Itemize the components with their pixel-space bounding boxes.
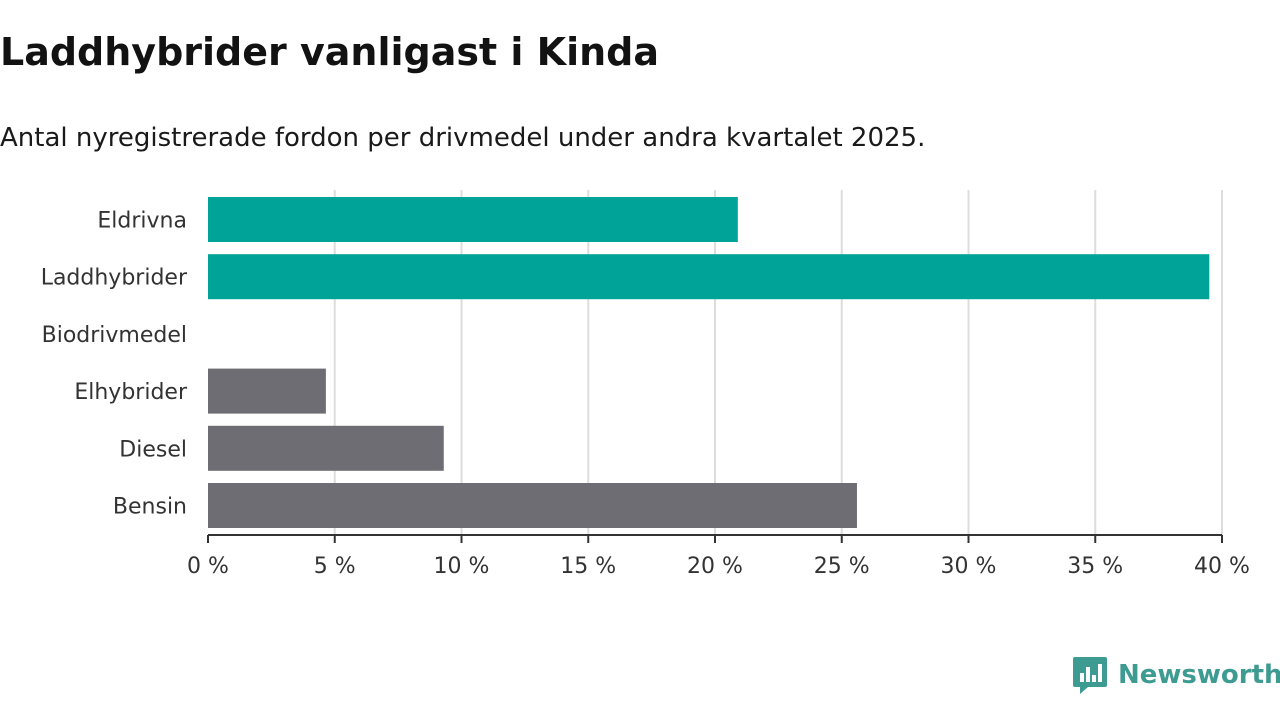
category-label: Bensin xyxy=(113,495,187,520)
bar-eldrivna xyxy=(208,197,738,242)
x-axis: 0 % 5 % 10 % 15 % 20 % 25 % 30 % 35 % 40 % xyxy=(187,534,1250,579)
x-tick-label: 30 % xyxy=(941,554,997,579)
bar-bensin xyxy=(208,483,857,528)
chart-title: Laddhybrider vanligast i Kinda xyxy=(0,30,659,74)
x-tick-label: 10 % xyxy=(434,554,490,579)
x-tick-label: 5 % xyxy=(314,554,356,579)
bar-laddhybrider xyxy=(208,254,1210,300)
bar-diesel xyxy=(208,425,444,471)
chart-subtitle: Antal nyregistrerade fordon per drivmede… xyxy=(0,123,926,153)
bar-elhybrider xyxy=(208,368,326,414)
category-labels: Eldrivna Laddhybrider Biodrivmedel Elhybrid… xyxy=(41,209,188,520)
x-tick-label: 0 % xyxy=(187,554,229,579)
gridlines xyxy=(333,190,1223,535)
x-tick-label: 35 % xyxy=(1067,554,1123,579)
x-tick-label: 25 % xyxy=(814,554,870,579)
bar-chart: Eldrivna Laddhybrider Biodrivmedel Elhybrid… xyxy=(41,190,1250,579)
branding: Newsworthy xyxy=(1072,654,1280,696)
category-label: Biodrivmedel xyxy=(42,323,187,348)
brand-name: Newsworthy xyxy=(1118,660,1280,690)
category-label: Eldrivna xyxy=(97,209,187,234)
bars xyxy=(208,197,1210,528)
category-label: Diesel xyxy=(119,437,187,462)
newsworthy-logo-icon xyxy=(1073,657,1107,694)
x-tick-label: 20 % xyxy=(687,554,743,579)
category-label: Elhybrider xyxy=(74,380,188,405)
x-tick-label: 40 % xyxy=(1194,554,1250,579)
category-label: Laddhybrider xyxy=(41,266,188,291)
x-tick-label: 15 % xyxy=(560,554,616,579)
